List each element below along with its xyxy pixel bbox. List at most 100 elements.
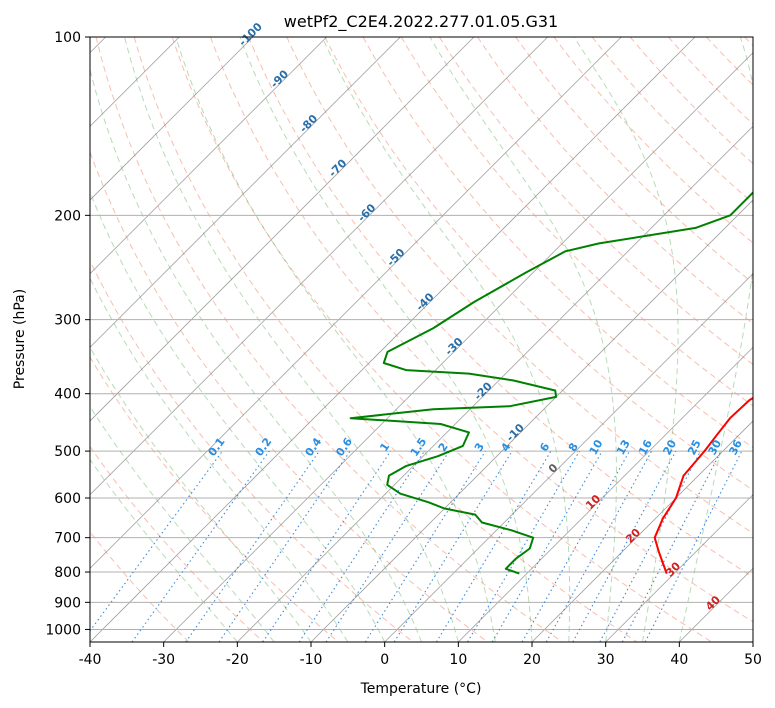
dry-adiabat	[90, 531, 190, 642]
isotherm-label: 30	[663, 559, 683, 579]
moist-adiabat	[321, 37, 571, 642]
x-tick-label: -20	[226, 652, 249, 668]
mixing-ratio-line	[599, 450, 702, 642]
isotherm	[237, 125, 753, 642]
isotherm	[90, 37, 548, 496]
isotherm-label: -60	[355, 201, 378, 224]
dry-adiabat	[133, 37, 638, 642]
x-axis-ticks: -40 -30 -20 -10 0 10 20 30 40 50	[79, 642, 762, 668]
moist-adiabat	[678, 37, 753, 642]
moist-adiabat	[90, 458, 238, 642]
x-tick-label: 40	[670, 652, 688, 668]
moist-adiabat	[124, 37, 459, 642]
y-tick-label: 600	[54, 491, 81, 507]
isotherm-label: -50	[384, 246, 407, 269]
dry-adiabat	[400, 37, 753, 407]
isotherm	[90, 37, 696, 642]
moist-adiabat	[90, 67, 422, 642]
dry-adiabat	[248, 37, 753, 578]
mixing-ratio-label: 1	[377, 440, 392, 454]
mixing-ratio-label: 36	[726, 437, 745, 457]
dry-adiabat	[286, 37, 753, 534]
mixing-ratio-label: 0.6	[333, 435, 355, 459]
mixing-ratio-line	[393, 450, 513, 642]
mixing-ratio-line	[644, 450, 743, 642]
mixing-ratio-label: 30	[706, 437, 725, 457]
isotherm	[90, 37, 254, 201]
isotherm-label: 10	[583, 492, 603, 512]
x-tick-label: 50	[744, 652, 762, 668]
dry-adiabat	[90, 445, 264, 642]
isotherm-label: -70	[326, 156, 349, 179]
moist-adiabat	[573, 37, 679, 642]
isotherm	[90, 37, 475, 422]
isotherm-label: -80	[297, 112, 320, 135]
mixing-ratio-label: 8	[566, 441, 581, 454]
isotherm	[90, 37, 401, 348]
plot-frame	[89, 36, 754, 643]
temperature-profile-line	[653, 396, 753, 574]
mixing-ratio-label: 25	[685, 438, 704, 458]
dry-adiabat	[706, 37, 753, 86]
isotherm-label: -40	[413, 290, 436, 313]
mixing-ratio-line	[325, 450, 450, 642]
dry-adiabat	[591, 37, 753, 204]
x-tick-label: -30	[152, 652, 175, 668]
isotherm	[458, 346, 753, 642]
dry-adiabat	[210, 37, 753, 623]
isotherm	[752, 641, 753, 642]
isotherm-label: -10	[504, 421, 527, 444]
mixing-ratio-line	[185, 450, 320, 642]
dry-adiabat	[90, 150, 488, 642]
isotherm	[90, 37, 622, 569]
mixing-ratio-label: 0.1	[206, 435, 228, 458]
dry-adiabat	[438, 37, 753, 366]
mixing-ratio-label: 0.2	[252, 435, 274, 458]
mixing-ratio-label: 20	[660, 437, 679, 457]
dry-adiabat	[553, 37, 753, 244]
dry-adiabat	[668, 37, 753, 125]
x-tick-label: 30	[597, 652, 615, 668]
mixing-ratio-line	[298, 450, 425, 642]
dry-adiabat	[90, 356, 339, 642]
isotherm	[310, 199, 753, 642]
moist-adiabat	[429, 37, 617, 642]
isotherm	[384, 273, 753, 642]
isotherm	[163, 52, 753, 642]
mixing-ratio-line	[545, 450, 653, 642]
x-axis-label: Temperature (°C)	[360, 681, 482, 697]
x-tick-label: 20	[523, 652, 541, 668]
isotherm-label: 40	[703, 593, 723, 613]
y-axis-label: Pressure (hPa)	[12, 289, 28, 389]
mixing-ratio-label: 10	[587, 437, 606, 457]
mixing-ratio-label: 13	[614, 438, 633, 458]
mixing-ratio-line	[131, 450, 270, 642]
x-tick-label: 0	[380, 652, 389, 668]
y-tick-label: 100	[54, 30, 81, 46]
isotherm	[605, 494, 753, 642]
mixing-ratio-line	[521, 450, 630, 642]
y-tick-label: 700	[54, 531, 81, 547]
background-lines	[90, 37, 753, 642]
y-tick-label: 300	[54, 313, 81, 329]
y-axis-ticks: 100 200 300 400 500 600 700 800 900 1000	[45, 30, 90, 638]
y-tick-label: 900	[54, 595, 81, 611]
moist-adiabat	[90, 277, 349, 642]
moist-adiabat	[90, 346, 312, 642]
dry-adiabat	[171, 37, 712, 642]
x-tick-label: -40	[79, 652, 102, 668]
x-tick-label: -10	[300, 652, 323, 668]
mixing-ratio-label: 3	[472, 441, 487, 454]
chart-title: wetPf2_C2E4.2022.277.01.05.G31	[284, 12, 558, 32]
x-tick-label: 10	[449, 652, 467, 668]
y-tick-label: 1000	[45, 622, 81, 638]
isotherm-label: -20	[472, 379, 495, 402]
mixing-ratio-line	[467, 450, 580, 642]
moist-adiabat	[90, 405, 275, 642]
moist-adiabat	[239, 37, 533, 642]
plot-lines	[349, 191, 753, 575]
isotherm-label: -100	[236, 20, 265, 49]
isotherm	[90, 37, 327, 275]
isotherm	[679, 567, 753, 642]
